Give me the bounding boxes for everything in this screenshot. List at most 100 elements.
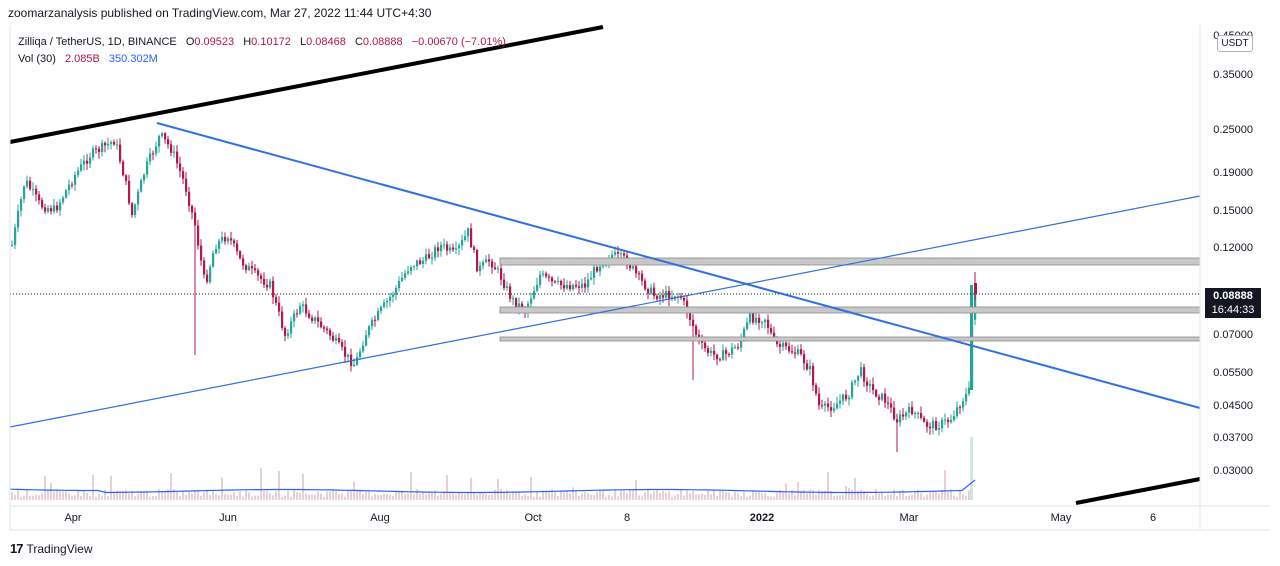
candle-body: [395, 287, 398, 295]
volume-bar: [329, 491, 331, 500]
candle-body: [92, 148, 95, 158]
candle-body: [167, 139, 170, 145]
candle-body: [806, 363, 809, 370]
price-tick-label: 0.04500: [1213, 400, 1253, 412]
candle-body: [152, 153, 155, 155]
volume-bar: [311, 494, 313, 500]
volume-bar: [617, 496, 619, 500]
volume-bar: [968, 490, 970, 500]
high-value: 0.10172: [251, 36, 291, 48]
volume-bar: [970, 437, 973, 500]
volume-bar: [146, 490, 148, 500]
volume-bar: [374, 494, 376, 500]
candle-body: [209, 266, 212, 282]
candle-body: [77, 170, 80, 175]
candle-body: [899, 414, 902, 423]
volume-bar: [449, 493, 451, 500]
price-tick-label: 0.25000: [1213, 124, 1253, 136]
volume-bar: [194, 490, 196, 500]
candle-body: [149, 153, 152, 162]
candle-body: [482, 262, 485, 266]
lower-channel-line: [1075, 477, 1201, 505]
volume-bar: [566, 490, 568, 500]
volume-bar: [806, 493, 808, 500]
volume-bar: [425, 494, 427, 500]
volume-bar: [530, 477, 532, 500]
footer-brand[interactable]: 17 TradingView: [10, 541, 93, 556]
volume-bar: [875, 489, 877, 500]
candle-body: [134, 204, 137, 215]
volume-bar: [419, 493, 421, 500]
candle-body: [545, 273, 548, 277]
volume-bar: [815, 494, 817, 500]
volume-bar: [107, 496, 109, 500]
volume-bar: [683, 495, 685, 500]
volume-bar: [605, 496, 607, 500]
volume-bar: [347, 490, 349, 500]
candles-layer: [11, 131, 977, 452]
candle-body: [938, 428, 941, 430]
candle-body: [332, 335, 335, 341]
volume-bar: [770, 496, 772, 500]
volume-bar: [179, 496, 181, 500]
candle-body: [923, 417, 926, 422]
volume-bar: [866, 494, 868, 500]
candle-body: [860, 367, 863, 377]
volume-bar: [782, 492, 784, 500]
volume-bar: [746, 496, 748, 500]
volume-bar: [314, 494, 316, 500]
candle-body: [809, 366, 812, 370]
candle-body: [230, 238, 233, 241]
candle-body: [35, 188, 38, 195]
volume-bar: [230, 494, 232, 500]
volume-bar: [164, 491, 166, 500]
volume-bar: [755, 492, 757, 500]
candle-body: [509, 286, 512, 299]
volume-bar: [71, 496, 73, 500]
volume-bar: [905, 496, 907, 500]
candle-body: [623, 253, 626, 256]
volume-bar: [629, 489, 631, 500]
candle-body: [413, 266, 416, 268]
candle-body: [197, 225, 200, 246]
volume-bar: [758, 490, 760, 500]
volume-bar: [500, 489, 502, 500]
candle-body: [704, 342, 707, 349]
volume-bar: [17, 490, 19, 500]
symbol-name[interactable]: Zilliqa / TetherUS, 1D, BINANCE: [18, 36, 177, 48]
volume-bar: [380, 494, 382, 500]
candle-body: [842, 394, 845, 401]
volume-bar: [560, 491, 562, 500]
volume-bar: [275, 490, 277, 500]
candle-body: [143, 174, 146, 181]
candle-body: [533, 290, 536, 299]
volume-bar: [212, 490, 214, 500]
volume-bar: [137, 494, 139, 500]
volume-bar: [251, 496, 253, 500]
volume-bar: [872, 495, 874, 500]
candle-body: [32, 188, 35, 190]
candle-body: [260, 275, 263, 279]
price-tick-label: 0.05500: [1213, 367, 1253, 379]
volume-bar: [494, 489, 496, 500]
currency-button[interactable]: USDT: [1217, 35, 1253, 52]
candle-body: [104, 142, 107, 146]
candle-body: [458, 245, 461, 249]
volume-bar: [326, 491, 328, 500]
volume-bar: [788, 493, 790, 500]
candle-body: [620, 253, 623, 255]
candle-body: [335, 338, 338, 341]
candle-body: [950, 419, 953, 423]
volume-bar: [173, 489, 175, 500]
volume-bar: [884, 496, 886, 500]
volume-bar: [458, 492, 460, 500]
volume-bar: [260, 468, 262, 500]
volume-bar: [620, 489, 622, 500]
volume-bar: [581, 493, 583, 500]
candle-body: [590, 277, 593, 280]
volume-label[interactable]: Vol (30): [18, 53, 56, 65]
volume-bar: [899, 490, 901, 500]
volume-bar: [368, 489, 370, 500]
candle-body: [782, 342, 785, 347]
